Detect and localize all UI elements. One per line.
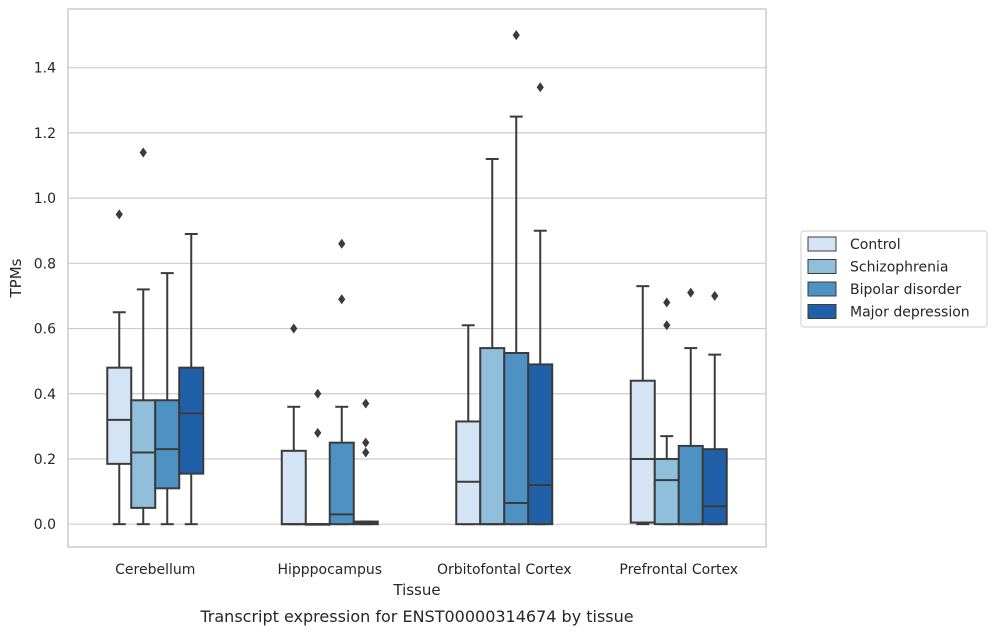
outlier-point [687, 287, 695, 298]
legend-label: Control [850, 237, 901, 253]
box-body [503, 351, 530, 526]
legend-swatch [807, 236, 837, 252]
legend-swatch [807, 304, 837, 319]
y-axis-ticks: 0.0 0.2 0.4 0.6 0.8 1.0 1.2 1.4 [34, 61, 56, 533]
outlier-point [314, 427, 322, 438]
outlier-point [338, 294, 346, 305]
box [503, 30, 530, 526]
plot-frame [67, 8, 767, 548]
legend-frame [800, 230, 988, 328]
outlier-point [139, 147, 147, 158]
box-body [653, 457, 680, 526]
box-body [629, 379, 656, 524]
outlier-point [512, 30, 520, 41]
legend-swatch [807, 281, 837, 297]
x-axis-label: Tissue [392, 581, 440, 599]
box [178, 232, 205, 526]
outlier-point [362, 447, 370, 458]
y-tick-label: 0.8 [34, 256, 56, 272]
outlier-point [663, 297, 671, 308]
box [328, 238, 355, 526]
x-tick-label: Prefrontal Cortex [619, 562, 738, 578]
box [352, 398, 379, 526]
y-tick-label: 0.6 [34, 322, 56, 338]
outlier-point [711, 290, 719, 301]
box [527, 82, 554, 526]
y-axis-label: TPMs [7, 258, 25, 298]
outlier-point [362, 437, 370, 448]
x-axis-ticks: Cerebellum Hipppocampus Orbitofontal Corte… [115, 562, 738, 578]
outlier-point [536, 82, 544, 93]
box-body [527, 363, 554, 526]
box [479, 157, 506, 526]
y-tick-label: 0.0 [34, 517, 56, 533]
box-body [280, 449, 307, 526]
box-body [178, 366, 205, 475]
box-body [154, 399, 181, 490]
box [701, 290, 728, 526]
box [154, 272, 181, 526]
y-tick-label: 0.4 [34, 387, 56, 403]
outlier-point [663, 320, 671, 331]
box [280, 323, 307, 526]
legend-label: Major depression [850, 305, 970, 321]
chart-caption: Transcript expression for ENST0000031467… [199, 607, 633, 626]
x-tick-label: Orbitofontal Cortex [437, 562, 572, 578]
box [677, 287, 704, 526]
box-body [106, 366, 133, 465]
y-tick-label: 1.2 [34, 126, 56, 142]
outlier-point [290, 323, 298, 334]
box-body [701, 448, 728, 526]
box [629, 285, 656, 526]
legend-swatch [807, 259, 837, 274]
y-tick-label: 1.4 [34, 61, 56, 77]
box [106, 209, 133, 526]
box [130, 147, 157, 526]
outlier-point [338, 238, 346, 249]
outlier-point [314, 388, 322, 399]
x-tick-label: Hipppocampus [277, 562, 382, 578]
box-body [130, 399, 157, 509]
box [455, 324, 482, 526]
box [653, 297, 680, 526]
legend-label: Bipolar disorder [850, 282, 961, 298]
y-tick-label: 1.0 [34, 191, 56, 207]
box-body [328, 441, 355, 526]
box-series [106, 30, 728, 526]
legend-label: Schizophrenia [850, 260, 948, 276]
box-body [479, 347, 506, 526]
box-body [677, 444, 704, 526]
outlier-point [115, 209, 123, 220]
x-tick-label: Cerebellum [115, 562, 195, 578]
box-body [455, 420, 482, 526]
outlier-point [362, 398, 370, 409]
legend: Control Schizophrenia Bipolar disorder Majo… [800, 230, 988, 328]
y-tick-label: 0.2 [34, 452, 56, 468]
